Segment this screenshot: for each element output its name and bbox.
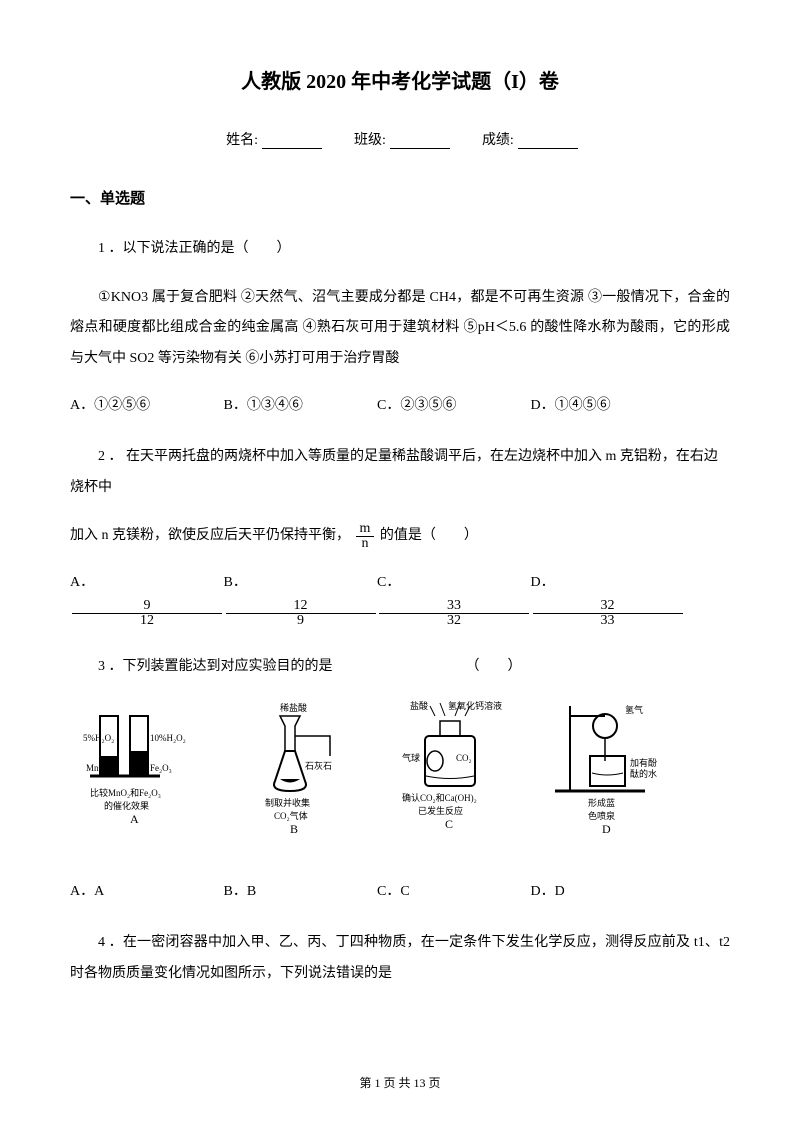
page-footer: 第 1 页 共 13 页 — [0, 1070, 800, 1096]
q3-stem: 3 ．下列装置能达到对应实验目的的是 （ ） — [70, 652, 730, 683]
svg-text:B: B — [290, 822, 298, 836]
svg-text:确认CO₂和Ca(OH)₂: 确认CO₂和Ca(OH)₂ — [402, 792, 477, 803]
svg-text:氢气: 氢气 — [625, 704, 643, 715]
q1-body: ①KNO3 属于复合肥料 ②天然气、沼气主要成分都是 CH4，都是不可再生资源 … — [70, 283, 730, 375]
q2-opt-d[interactable]: D．3233 — [531, 568, 681, 630]
svg-text:制取并收集: 制取并收集 — [265, 797, 310, 808]
svg-text:形成蓝: 形成蓝 — [588, 797, 615, 808]
q2-opt-a[interactable]: A．912 — [70, 568, 220, 630]
q3-diagrams: 5%H₂O₂ 10%H₂O₂ MnO₂ Fe₂O₃ 比较MnO₂和Fe₂O₃ 的… — [70, 701, 730, 864]
q1-stem: 1 ．以下说法正确的是（ ） — [70, 234, 730, 265]
q3-opt-b[interactable]: B．B — [224, 877, 374, 908]
svg-text:D: D — [602, 822, 611, 836]
svg-text:色喷泉: 色喷泉 — [588, 810, 615, 821]
q3-opt-a[interactable]: A．A — [70, 877, 220, 908]
svg-text:MnO₂: MnO₂ — [86, 763, 108, 773]
q2-stem-2: 加入 n 克镁粉，欲使反应后天平仍保持平衡， mn 的值是（ ） — [70, 521, 730, 552]
diagram-a: 5%H₂O₂ 10%H₂O₂ MnO₂ Fe₂O₃ 比较MnO₂和Fe₂O₃ 的… — [83, 716, 186, 826]
svg-text:已发生反应: 已发生反应 — [418, 805, 463, 816]
score-blank[interactable] — [518, 133, 578, 149]
svg-text:盐酸: 盐酸 — [410, 701, 428, 711]
score-label: 成绩: — [482, 133, 514, 148]
name-label: 姓名: — [226, 133, 258, 148]
student-info: 姓名: 班级: 成绩: — [70, 126, 730, 157]
q2-frac: mn — [356, 522, 375, 551]
name-blank[interactable] — [262, 133, 322, 149]
section-1-title: 一、单选题 — [70, 183, 730, 216]
q3-opt-d[interactable]: D．D — [531, 877, 681, 908]
svg-text:的催化效果: 的催化效果 — [104, 800, 149, 811]
q2-opt-b[interactable]: B．129 — [224, 568, 374, 630]
diagram-c: 盐酸 氢氧化钙溶液 气球 CO₂ 确认CO₂和Ca(OH)₂ 已发生反应 C — [402, 701, 502, 831]
q1-opt-a[interactable]: A．①②⑤⑥ — [70, 391, 220, 422]
svg-text:10%H₂O₂: 10%H₂O₂ — [150, 733, 186, 743]
q3-options: A．A B．B C．C D．D — [70, 877, 730, 908]
q1-opt-b[interactable]: B．①③④⑥ — [224, 391, 374, 422]
q4-stem: 4 ．在一密闭容器中加入甲、乙、丙、丁四种物质，在一定条件下发生化学反应，测得反… — [70, 928, 730, 990]
q2-options: A．912 B．129 C．3332 D．3233 — [70, 568, 730, 630]
svg-text:CO₂气体: CO₂气体 — [274, 810, 308, 821]
q2-stem-1: 2 ． 在天平两托盘的两烧杯中加入等质量的足量稀盐酸调平后，在左边烧杯中加入 m… — [70, 442, 730, 504]
svg-text:CO₂: CO₂ — [456, 753, 472, 763]
q3-opt-c[interactable]: C．C — [377, 877, 527, 908]
svg-text:酞的水: 酞的水 — [630, 768, 657, 779]
svg-text:氢氧化钙溶液: 氢氧化钙溶液 — [448, 701, 502, 711]
q2-post: 的值是（ ） — [380, 528, 478, 543]
svg-text:5%H₂O₂: 5%H₂O₂ — [83, 733, 114, 743]
svg-text:比较MnO₂和Fe₂O₃: 比较MnO₂和Fe₂O₃ — [90, 787, 161, 798]
diagram-b: 稀盐酸 石灰石 制取并收集 CO₂气体 B — [265, 702, 332, 836]
svg-text:石灰石: 石灰石 — [305, 760, 332, 771]
svg-text:气球: 气球 — [402, 752, 420, 763]
class-blank[interactable] — [390, 133, 450, 149]
q1-opt-d[interactable]: D．①④⑤⑥ — [531, 391, 681, 422]
q2-opt-c[interactable]: C．3332 — [377, 568, 527, 630]
q2-pre: 加入 n 克镁粉，欲使反应后天平仍保持平衡， — [70, 528, 350, 543]
class-label: 班级: — [354, 133, 386, 148]
diagram-d: 氢气 加有酚 酞的水 形成蓝 色喷泉 D — [555, 704, 657, 836]
svg-text:C: C — [445, 817, 453, 831]
svg-text:Fe₂O₃: Fe₂O₃ — [150, 763, 172, 773]
exam-title: 人教版 2020 年中考化学试题（I）卷 — [70, 60, 730, 104]
svg-text:加有酚: 加有酚 — [630, 757, 657, 768]
svg-text:A: A — [130, 812, 139, 826]
svg-text:稀盐酸: 稀盐酸 — [280, 702, 307, 713]
q1-opt-c[interactable]: C．②③⑤⑥ — [377, 391, 527, 422]
q1-options: A．①②⑤⑥ B．①③④⑥ C．②③⑤⑥ D．①④⑤⑥ — [70, 391, 730, 422]
